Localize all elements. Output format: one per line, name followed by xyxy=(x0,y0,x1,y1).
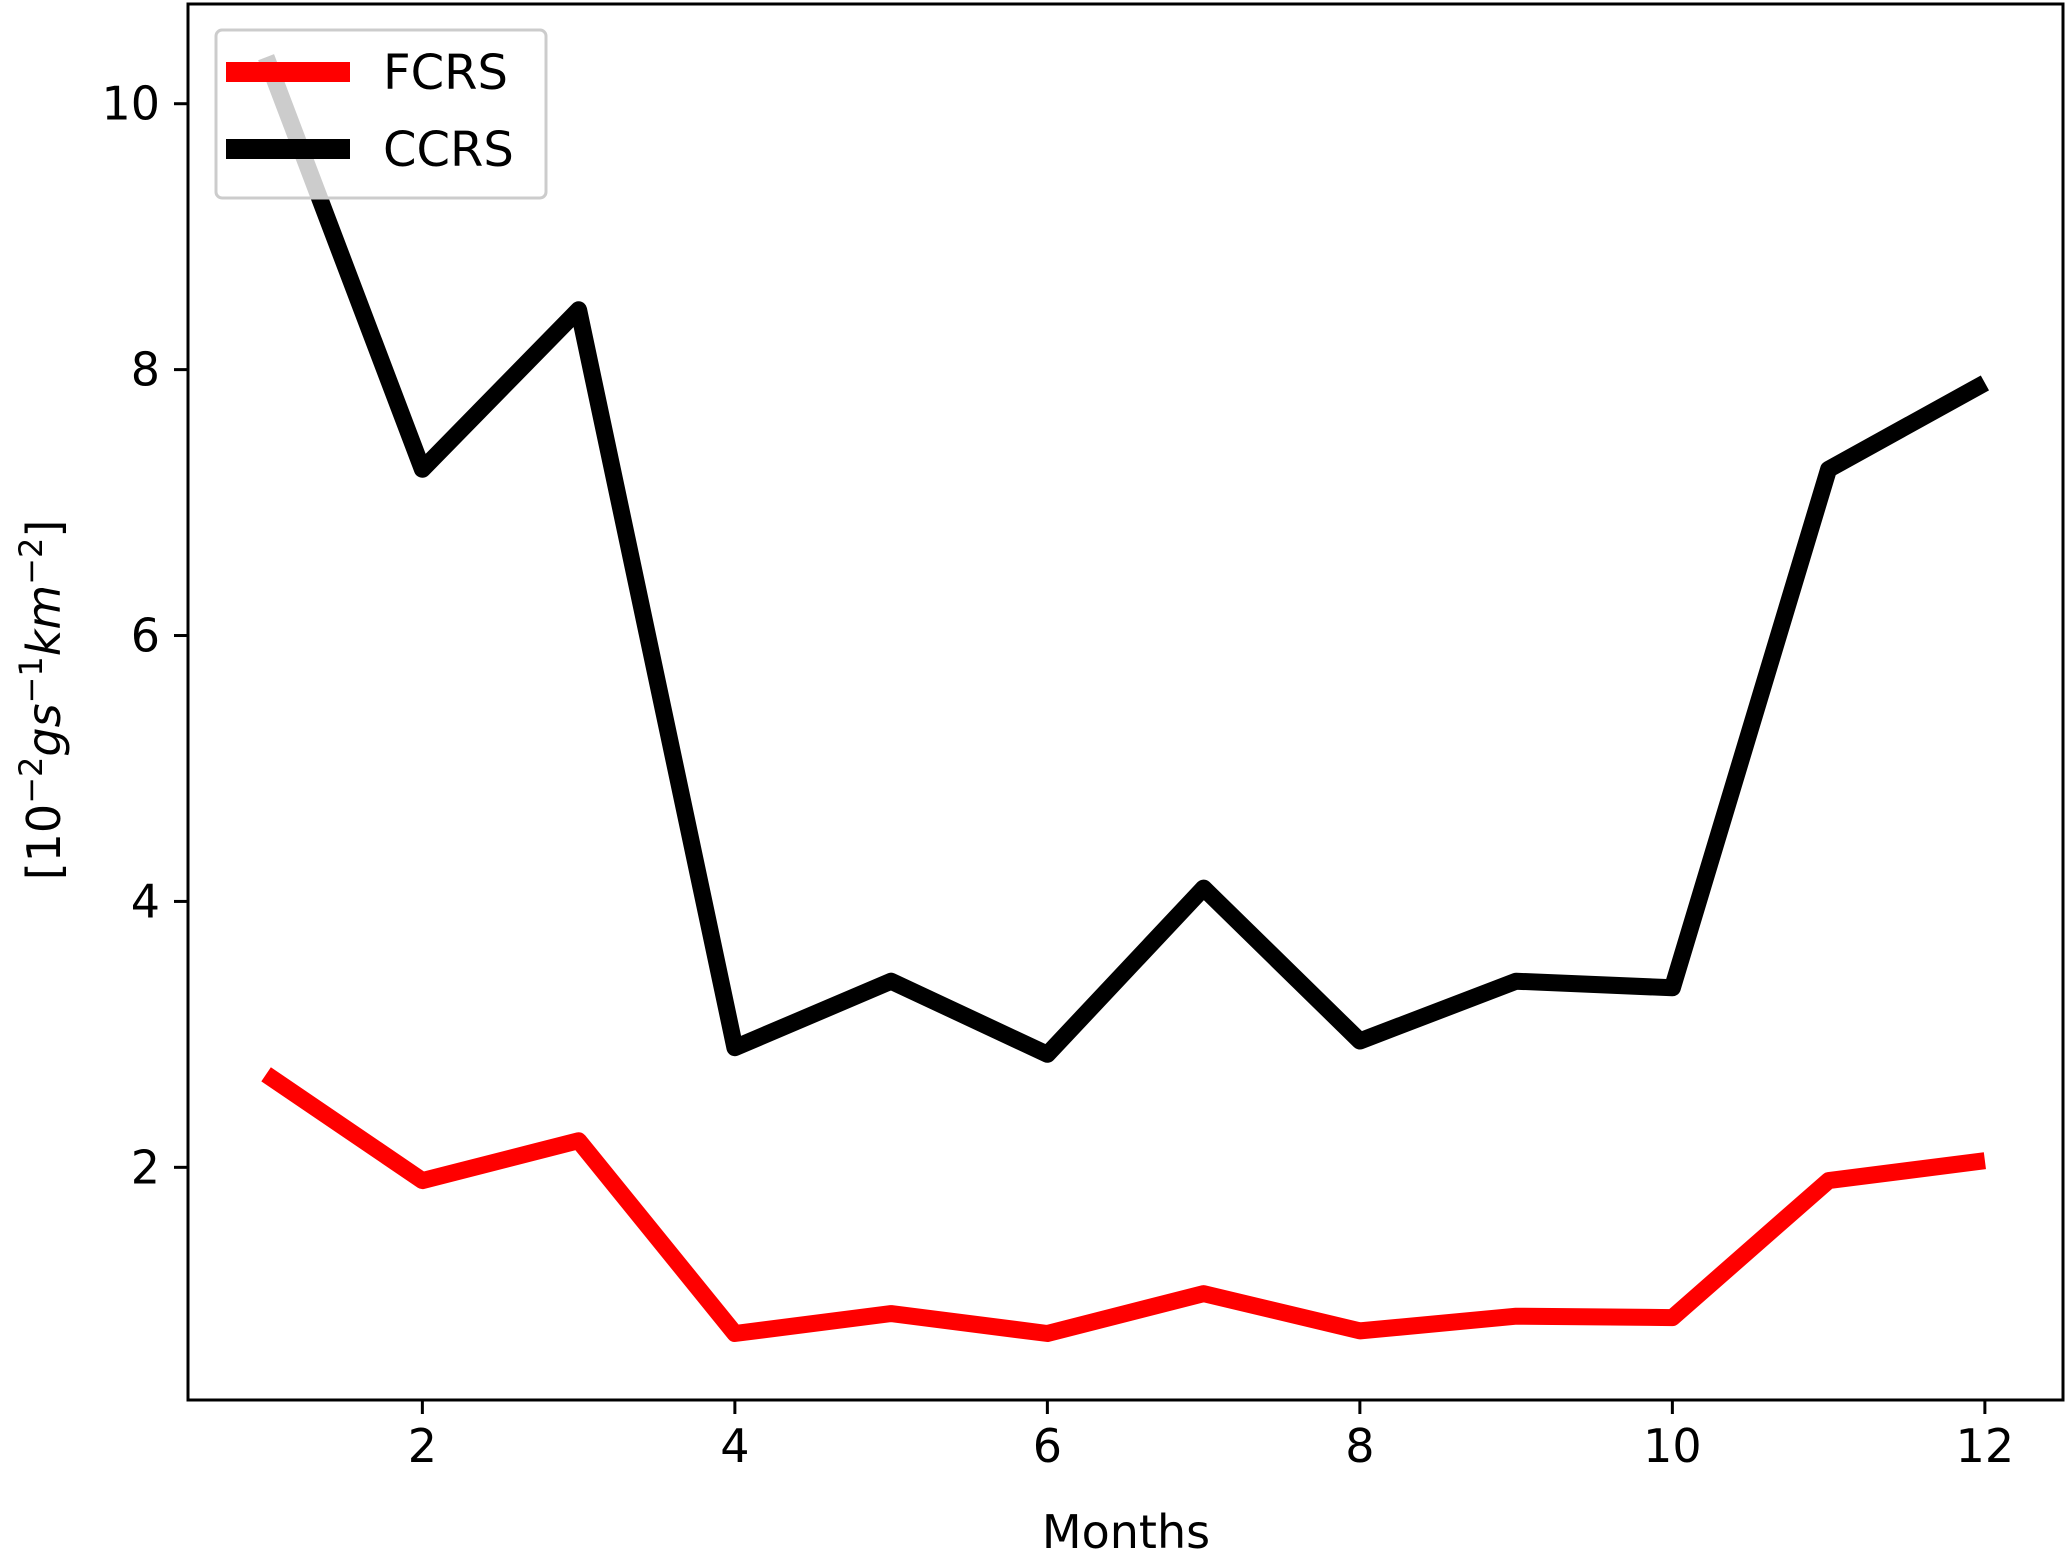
legend-label-ccrs: CCRS xyxy=(383,122,514,178)
plot-frame xyxy=(186,2,2065,1402)
x-tick-label-12: 12 xyxy=(1956,1419,2015,1473)
y-tick-label-4: 4 xyxy=(131,874,160,928)
legend-label-fcrs: FCRS xyxy=(383,45,508,101)
x-tick-label-6: 6 xyxy=(1033,1419,1062,1473)
y-tick-label-2: 2 xyxy=(131,1140,160,1194)
y-tick-label-6: 6 xyxy=(131,609,160,663)
y-tick-label-8: 8 xyxy=(131,343,160,397)
x-axis-ticks: 2 4 6 8 10 12 xyxy=(408,1400,2014,1473)
x-axis-label: Months xyxy=(1042,1505,1210,1552)
series-line-ccrs xyxy=(258,54,1990,1063)
y-axis-label: [10−2gs−1km−2] xyxy=(12,520,71,881)
x-tick-label-8: 8 xyxy=(1345,1419,1374,1473)
x-tick-label-4: 4 xyxy=(720,1419,749,1473)
y-tick-label-10: 10 xyxy=(101,77,160,131)
series-line-fcrs xyxy=(261,1067,1986,1342)
legend: FCRS CCRS xyxy=(214,28,548,200)
x-tick-label-2: 2 xyxy=(408,1419,437,1473)
x-tick-label-10: 10 xyxy=(1643,1419,1702,1473)
y-axis-ticks: 2 4 6 8 10 xyxy=(101,77,188,1194)
